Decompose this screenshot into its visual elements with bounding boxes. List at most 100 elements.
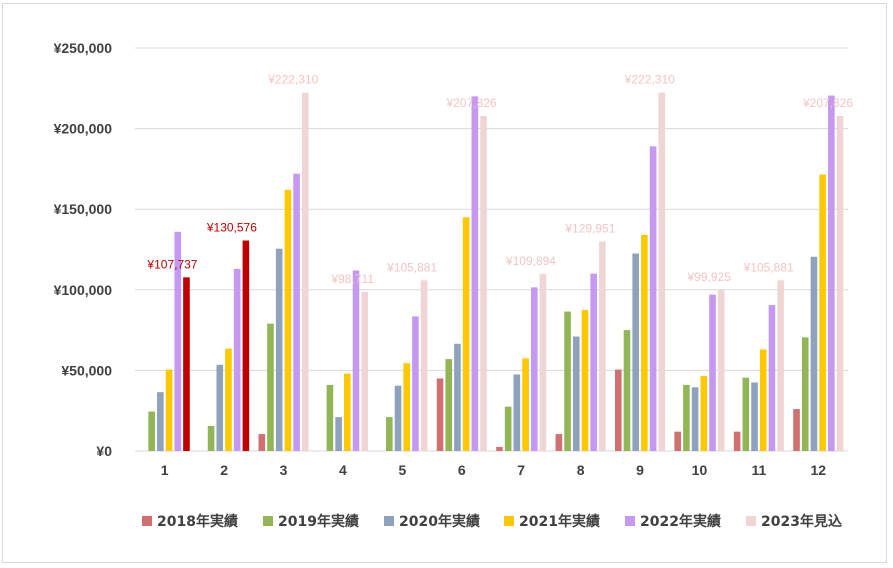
data-label: ¥105,881 — [743, 260, 794, 274]
data-label: ¥129,951 — [564, 222, 615, 236]
bar-2020年実績-1 — [157, 392, 164, 451]
bar-2018年実績-8 — [555, 434, 563, 451]
data-label: ¥207,826 — [446, 96, 497, 110]
bar-2020年実績-3 — [275, 248, 283, 451]
bar-2018年実績-12 — [793, 409, 800, 451]
bar-2023年見込-11 — [777, 280, 784, 451]
bar-2022年実績-10 — [709, 294, 716, 451]
legend-label: 2018年実績 — [157, 513, 238, 530]
legend-label: 2019年実績 — [278, 513, 359, 530]
bar-2019年実績-11 — [742, 377, 750, 451]
x-tick-label: 2 — [220, 462, 228, 478]
bar-2022年実績-6 — [471, 96, 479, 452]
x-tick-label: 5 — [398, 462, 406, 478]
bar-2022年実績-4 — [352, 270, 360, 451]
bar-2021年実績-3 — [284, 189, 292, 451]
bar-2019年実績-4 — [326, 384, 334, 451]
bar-2020年実績-6 — [454, 343, 461, 451]
bar-2023年見込-3 — [301, 92, 309, 451]
bar-2023年見込-4 — [361, 291, 369, 451]
bar-2019年実績-3 — [267, 323, 274, 451]
bar-2022年実績-1 — [174, 231, 182, 451]
bar-2020年実績-5 — [394, 385, 402, 451]
x-tick-label: 1 — [161, 462, 169, 478]
x-tick-label: 8 — [577, 462, 585, 478]
bar-2022年実績-5 — [412, 316, 419, 451]
y-tick-label: ¥250,000 — [54, 40, 113, 56]
bar-2019年実績-7 — [504, 406, 512, 451]
bar-2020年実績-10 — [691, 387, 699, 451]
legend-swatch — [746, 516, 756, 526]
bar-2021年実績-4 — [344, 373, 351, 451]
bar-2020年実績-4 — [335, 417, 342, 451]
bar-2018年実績-6 — [436, 378, 444, 451]
bar-2019年実績-6 — [445, 359, 453, 451]
y-tick-label: ¥200,000 — [54, 121, 113, 137]
legend-swatch — [625, 516, 635, 526]
bar-2023年見込-12 — [836, 115, 844, 451]
x-tick-label: 6 — [458, 462, 466, 478]
bar-2021年実績-10 — [700, 376, 708, 451]
legend-label: 2021年実績 — [519, 513, 600, 530]
bar-2018年実績-3 — [258, 434, 266, 451]
bar-2022年実績-2 — [233, 268, 241, 451]
bar-2019年実績-2 — [207, 426, 215, 451]
bar-2022年実績-12 — [828, 95, 835, 451]
y-tick-label: ¥0 — [96, 443, 112, 459]
bar-2022年実績-8 — [590, 273, 597, 451]
bar-2021年実績-6 — [462, 217, 470, 451]
legend-swatch — [263, 516, 273, 526]
bar-2023年見込-7 — [539, 273, 547, 451]
bar-2023年見込-1 — [183, 277, 190, 451]
bar-2020年実績-11 — [751, 382, 758, 451]
y-tick-label: ¥150,000 — [54, 201, 113, 217]
data-label: ¥222,310 — [267, 73, 318, 87]
bar-2021年実績-9 — [641, 234, 648, 451]
data-label: ¥99,925 — [687, 270, 732, 284]
bar-2019年実績-1 — [148, 411, 155, 451]
bar-2020年実績-8 — [572, 336, 580, 451]
data-label: ¥98,711 — [330, 272, 374, 286]
bar-2019年実績-10 — [683, 384, 690, 451]
bar-2023年見込-9 — [658, 92, 666, 451]
bar-2022年実績-7 — [530, 287, 538, 451]
data-label: ¥109,894 — [505, 254, 556, 268]
bar-2020年実績-9 — [632, 253, 639, 451]
bar-2021年実績-1 — [165, 369, 173, 451]
x-tick-label: 11 — [751, 462, 766, 478]
bar-2021年実績-7 — [522, 358, 529, 451]
bar-2023年見込-5 — [420, 280, 428, 451]
y-tick-label: ¥50,000 — [61, 362, 112, 378]
bar-2019年実績-12 — [801, 337, 809, 451]
bar-2023年見込-6 — [480, 115, 487, 451]
data-label: ¥222,310 — [624, 73, 675, 87]
bar-2022年実績-9 — [649, 146, 657, 451]
bar-2019年実績-9 — [623, 330, 631, 451]
bar-2018年実績-10 — [674, 431, 682, 451]
bar-2021年実績-8 — [581, 309, 589, 451]
bar-2021年実績-12 — [819, 174, 826, 452]
bar-2022年実績-3 — [293, 173, 300, 451]
x-tick-label: 12 — [811, 462, 827, 478]
bar-2021年実績-5 — [403, 363, 411, 451]
legend-label: 2022年実績 — [640, 513, 721, 530]
bar-2018年実績-7 — [496, 446, 503, 451]
x-tick-label: 4 — [339, 462, 347, 478]
bar-2021年実績-2 — [225, 348, 232, 451]
bar-2023年見込-8 — [599, 241, 606, 451]
x-tick-label: 7 — [517, 462, 525, 478]
chart-frame — [2, 3, 887, 563]
data-label: ¥107,737 — [146, 257, 197, 271]
bar-2019年実績-5 — [386, 417, 393, 451]
bar-2022年実績-11 — [768, 305, 776, 451]
bar-2020年実績-2 — [216, 364, 224, 451]
bar-2020年実績-12 — [810, 256, 818, 451]
bar-2020年実績-7 — [513, 374, 521, 451]
y-tick-label: ¥100,000 — [54, 282, 113, 298]
bar-2018年実績-9 — [614, 369, 622, 451]
x-tick-label: 3 — [280, 462, 288, 478]
legend-swatch — [142, 516, 152, 526]
data-label: ¥130,576 — [206, 221, 257, 235]
bar-2023年見込-10 — [717, 289, 725, 451]
